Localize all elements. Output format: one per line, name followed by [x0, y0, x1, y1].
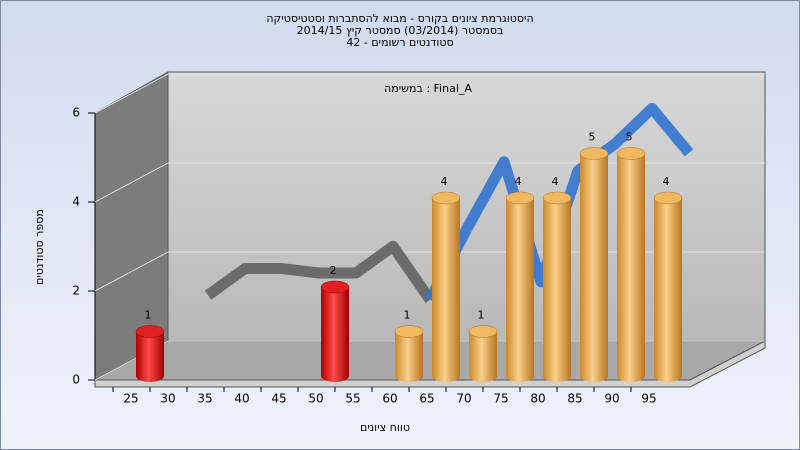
x-tick-label: 25	[123, 392, 138, 406]
bar	[247, 370, 275, 382]
bar-part	[653, 191, 683, 205]
x-tick-label: 75	[493, 392, 508, 406]
bar-part	[136, 331, 164, 382]
x-tick-label: 65	[419, 392, 434, 406]
x-tick-label: 40	[234, 392, 249, 406]
bar-part	[135, 325, 165, 338]
value-label: 4	[515, 175, 522, 188]
value-label: 4	[552, 175, 559, 188]
value-label: 1	[404, 309, 411, 322]
chart-subtitle: בסמסטר (03/2014) סמסטר קיץ 2014/15	[297, 24, 504, 37]
value-label: 4	[663, 175, 670, 188]
x-tick-label: 85	[567, 392, 582, 406]
bar-part	[394, 325, 424, 338]
trend-ribbon	[204, 240, 435, 303]
value-label: 4	[441, 175, 448, 188]
bar	[431, 191, 461, 382]
bar	[173, 370, 201, 382]
x-tick-label: 45	[271, 392, 286, 406]
bar-part	[654, 198, 682, 382]
bar	[542, 191, 572, 382]
bar-part	[543, 198, 571, 382]
bar-part	[579, 147, 609, 160]
bar	[653, 191, 683, 382]
bar-part	[580, 153, 608, 382]
x-tick-label: 60	[382, 392, 397, 406]
y-axis-title: מספר סטודנטים	[33, 209, 46, 285]
y-tick-label: 2	[72, 284, 80, 298]
y-tick-label: 4	[72, 195, 80, 209]
y-tick-label: 0	[72, 373, 80, 387]
bar-part	[617, 153, 645, 382]
x-tick-label: 90	[604, 392, 619, 406]
value-label: 5	[589, 131, 596, 144]
value-label: 2	[330, 264, 337, 277]
x-tick-label: 50	[308, 392, 323, 406]
bar-part	[469, 331, 497, 382]
bar	[358, 370, 386, 382]
bar-part	[468, 325, 498, 338]
y-tick-label: 6	[72, 106, 80, 120]
bar-part	[320, 280, 350, 294]
bar-part	[431, 191, 461, 205]
x-tick-label: 80	[530, 392, 545, 406]
grid-line	[94, 162, 765, 203]
x-tick-label: 95	[641, 392, 656, 406]
x-tick-label: 35	[197, 392, 212, 406]
annotation: במשימה : Final_A	[384, 82, 472, 95]
grid-line	[94, 73, 765, 114]
x-tick-label: 70	[456, 392, 471, 406]
bar	[505, 191, 535, 382]
chart-subtitle: סטודנטים רשומים - 42	[346, 36, 453, 49]
bar	[579, 147, 609, 382]
x-axis-title: טווח ציונים	[360, 421, 410, 434]
value-label: 5	[626, 131, 633, 144]
bar-part	[505, 191, 535, 205]
bar-part	[395, 331, 423, 382]
value-label: 1	[478, 309, 485, 322]
bar	[284, 370, 312, 382]
bar-part	[506, 198, 534, 382]
bar-part	[616, 147, 646, 160]
bar-part	[432, 198, 460, 382]
chart-title: היסטוגרמת ציונים בקורס - מבוא להסתברות ו…	[266, 12, 533, 25]
value-label: 1	[145, 309, 152, 322]
floor-edge	[94, 340, 766, 388]
x-tick-label: 30	[160, 392, 175, 406]
bar-part	[321, 287, 349, 382]
bar	[468, 325, 498, 382]
x-tick-label: 55	[345, 392, 360, 406]
bar-part	[542, 191, 572, 205]
bar	[135, 325, 165, 382]
bar	[394, 325, 424, 382]
bar	[320, 280, 350, 382]
bar	[616, 147, 646, 382]
bar	[210, 370, 238, 382]
